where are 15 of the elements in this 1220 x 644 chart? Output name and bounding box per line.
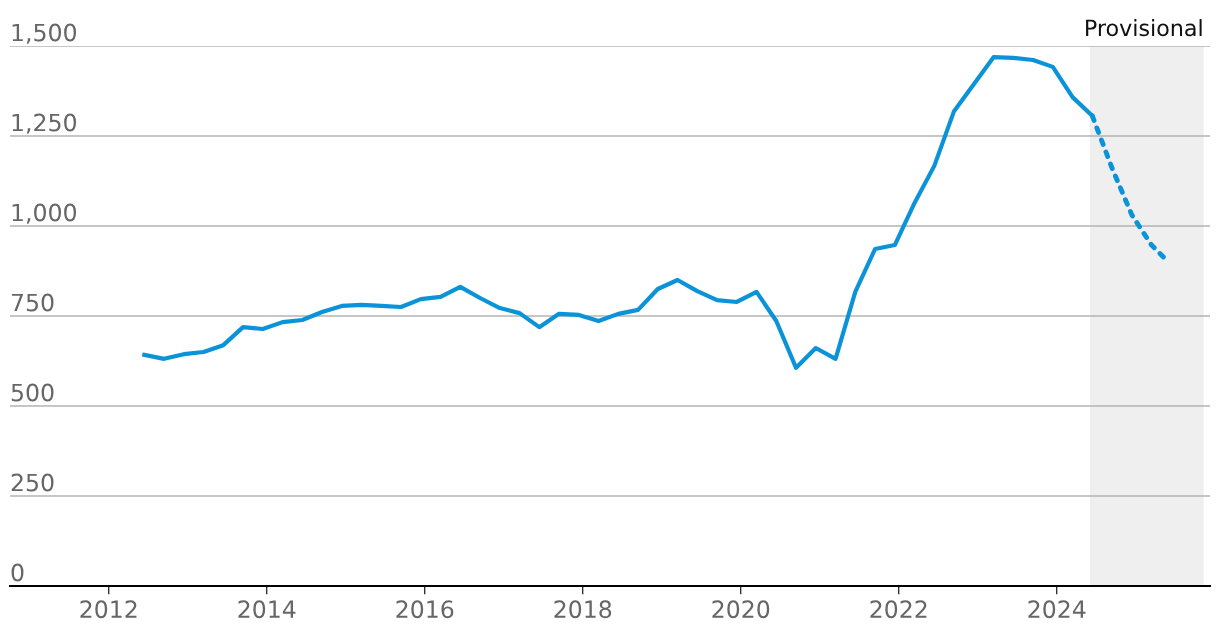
y-tick-label: 750 [11,293,54,312]
y-tick-label: 500 [11,383,54,402]
y-tick-label: 1,000 [12,203,77,224]
x-tick-label: 2020 [712,600,770,619]
x-tick-label: 2016 [396,600,454,619]
y-tick-label: 1,500 [12,23,77,44]
x-tick-label: 2024 [1028,600,1086,619]
x-tick-label: 2022 [870,600,927,619]
x-tick-label: 2018 [554,600,612,619]
y-tick-label: 250 [11,473,54,492]
y-tick-label: 0 [11,563,24,582]
x-tick-label: 2014 [238,600,296,619]
x-tick-label: 2012 [80,600,137,619]
band-label: Provisional [1086,19,1202,37]
y-tick-label: 1,250 [12,113,77,134]
